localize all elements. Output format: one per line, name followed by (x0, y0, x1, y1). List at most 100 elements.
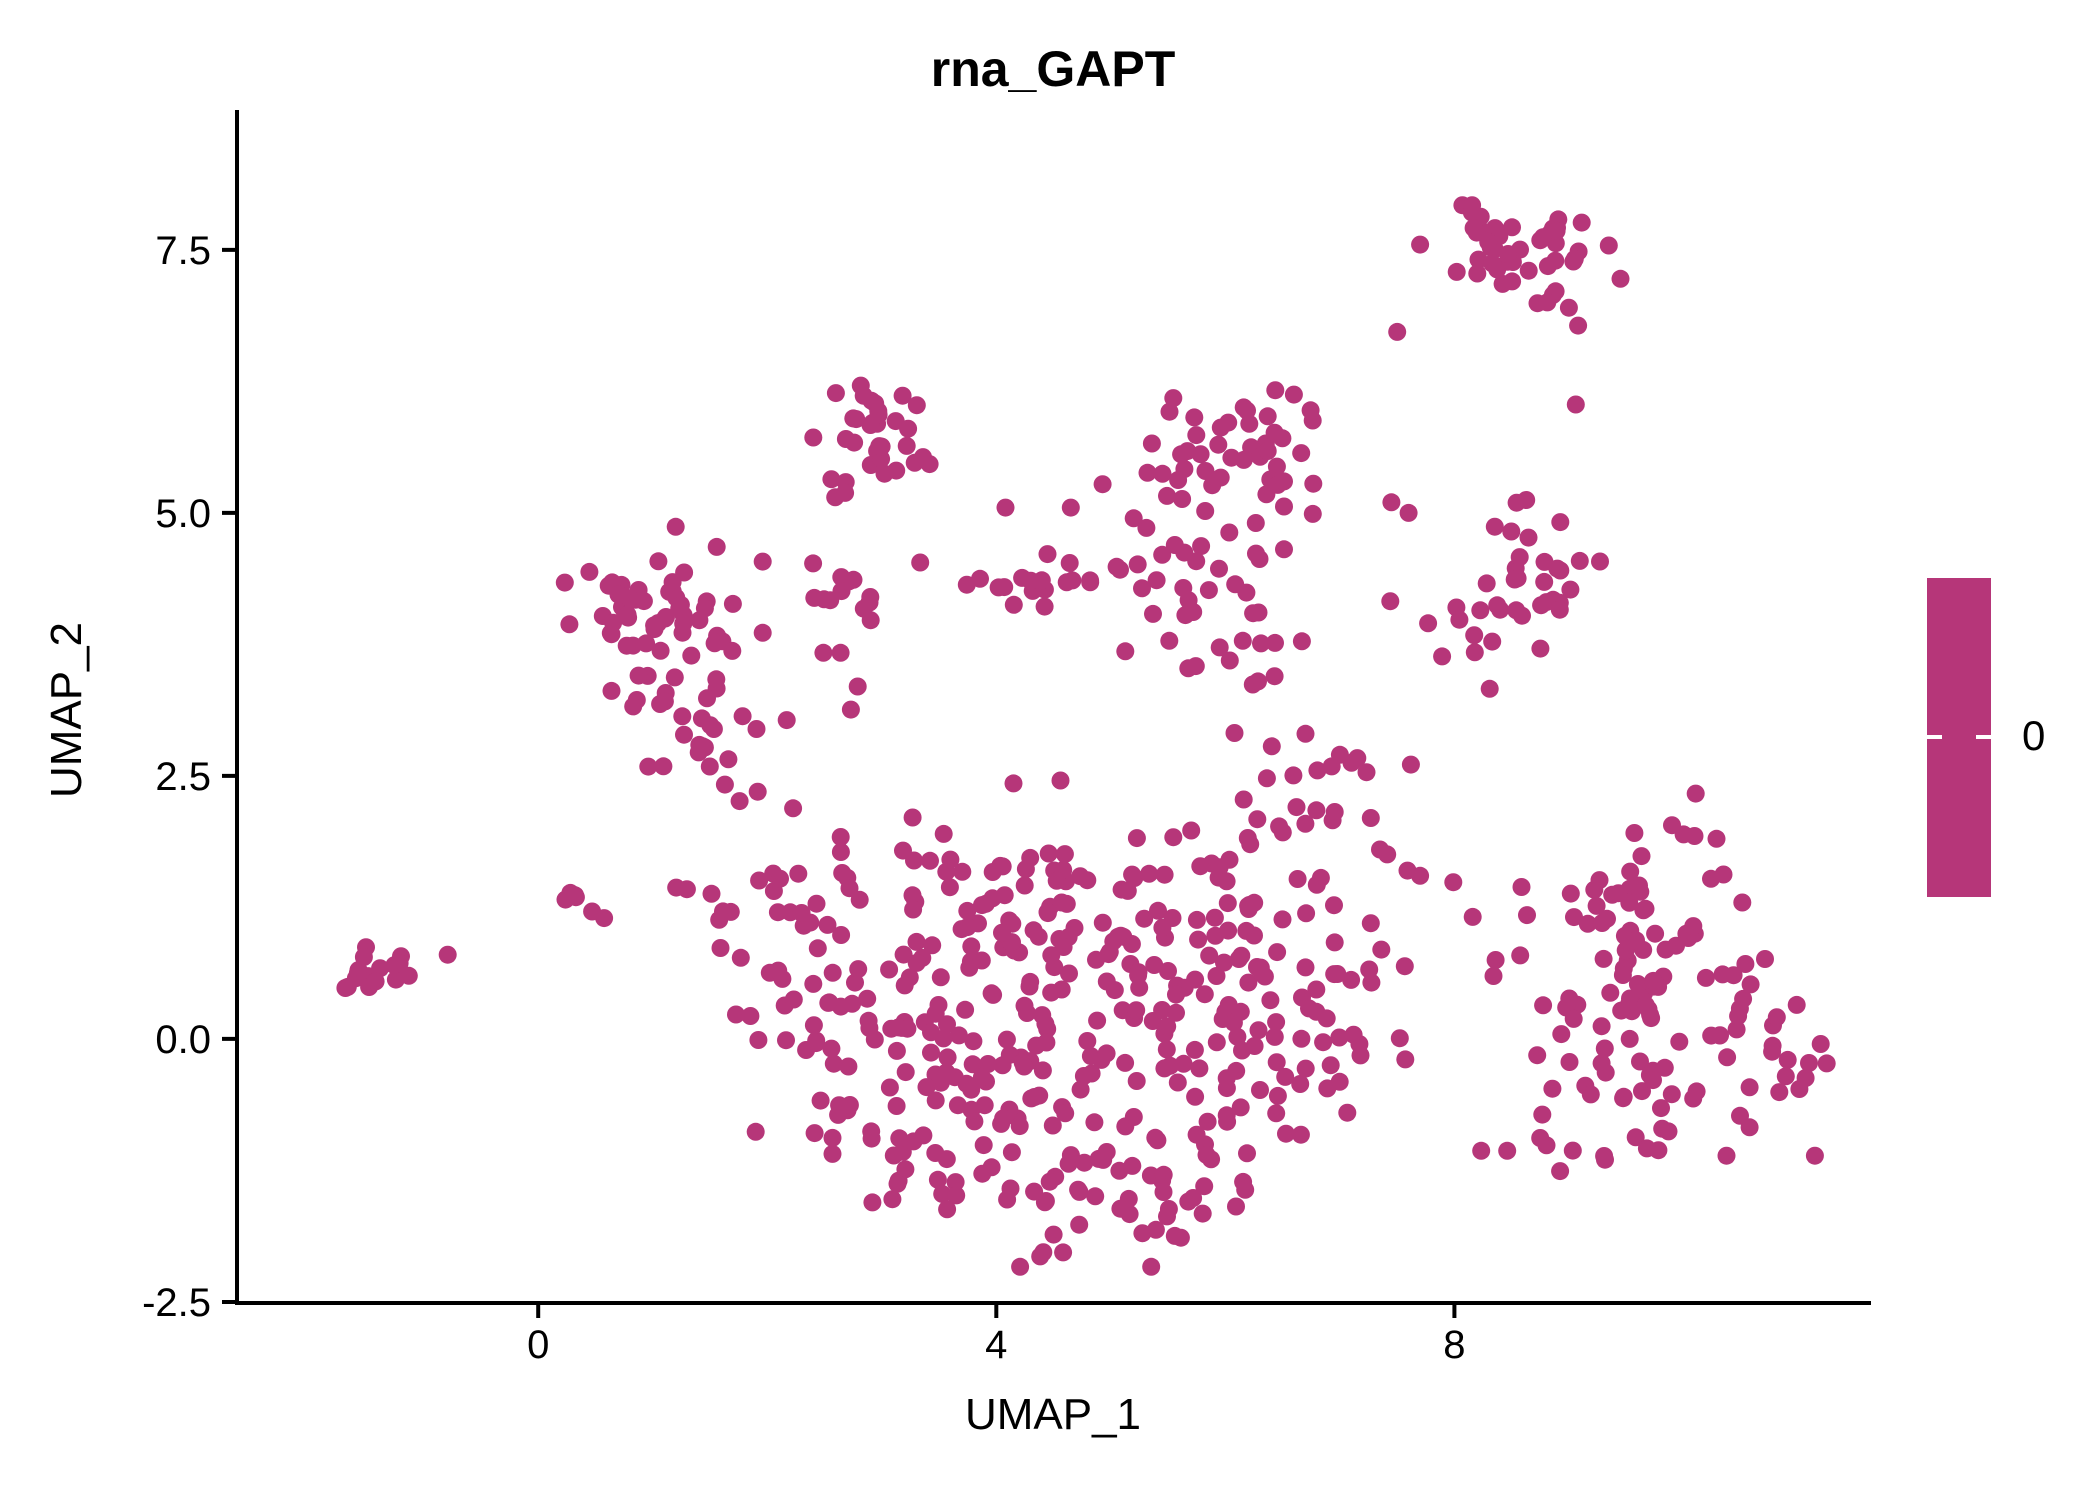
data-point (962, 1080, 981, 1099)
data-point (1512, 878, 1531, 896)
data-point (1191, 857, 1210, 876)
data-point (1614, 1089, 1633, 1108)
data-point (1325, 896, 1343, 915)
data-point (1636, 996, 1655, 1015)
data-point (639, 757, 658, 776)
data-point (805, 588, 824, 607)
data-point (1292, 632, 1311, 651)
legend-midpoint-tick-right (1976, 735, 1991, 739)
data-point (995, 886, 1014, 905)
data-point (995, 578, 1014, 597)
data-point (887, 1097, 906, 1115)
data-point (1547, 221, 1566, 240)
data-point (1116, 642, 1135, 661)
data-point (1296, 724, 1315, 743)
data-point (1185, 408, 1204, 427)
data-point (907, 932, 926, 951)
data-point (832, 926, 851, 944)
data-point (1190, 1059, 1209, 1078)
data-point (1300, 999, 1318, 1018)
data-point (898, 1019, 917, 1038)
data-point (693, 737, 712, 756)
data-point (675, 563, 694, 582)
data-point (996, 498, 1015, 517)
data-point (1153, 545, 1172, 564)
data-point (1598, 909, 1616, 928)
data-point (784, 990, 803, 1009)
data-point (998, 1190, 1017, 1209)
data-point (1565, 249, 1584, 268)
data-point (1164, 828, 1183, 847)
data-point (818, 915, 837, 934)
data-point (1267, 1013, 1286, 1032)
data-point (934, 1029, 953, 1048)
data-point (1503, 272, 1522, 291)
data-point (1158, 1207, 1176, 1226)
data-point (1463, 196, 1482, 215)
data-point (1325, 933, 1344, 952)
data-point (1756, 950, 1774, 968)
data-point (865, 1030, 884, 1049)
data-point (1465, 643, 1484, 662)
data-point (1069, 1180, 1088, 1199)
data-point (698, 689, 716, 708)
data-point (1200, 946, 1219, 965)
data-point (1304, 474, 1323, 493)
data-point (1097, 1044, 1116, 1063)
data-point (862, 1129, 881, 1148)
data-point (1038, 903, 1057, 922)
data-point (849, 960, 868, 979)
data-point (907, 396, 926, 415)
data-point (719, 750, 738, 769)
data-point (1736, 955, 1755, 973)
data-point (1778, 1050, 1797, 1069)
data-point (617, 636, 636, 655)
data-point (715, 775, 734, 794)
data-point (880, 960, 899, 979)
data-point (1800, 1054, 1818, 1072)
data-point (937, 1063, 956, 1082)
data-point (1063, 571, 1082, 590)
data-point (1307, 980, 1326, 999)
data-point (1195, 1177, 1214, 1196)
data-point (938, 1200, 957, 1219)
data-point (1251, 1081, 1269, 1099)
data-point (1561, 884, 1580, 903)
data-point (777, 711, 796, 730)
data-point (1566, 395, 1585, 414)
data-point (1109, 927, 1127, 946)
axes (222, 110, 1871, 1318)
data-point (1463, 907, 1482, 926)
data-point (1135, 909, 1154, 928)
data-point (1266, 381, 1285, 400)
data-point (1192, 537, 1211, 556)
data-point (883, 1190, 902, 1209)
data-point (1531, 639, 1550, 658)
data-point (1734, 989, 1753, 1008)
data-point (1511, 946, 1530, 965)
data-point (1667, 936, 1685, 955)
data-point (1581, 1085, 1600, 1104)
data-point (1024, 921, 1043, 940)
data-point (1535, 572, 1554, 591)
data-point (1268, 1086, 1287, 1105)
data-point (1086, 1187, 1105, 1206)
data-point (1611, 269, 1630, 288)
legend-midpoint-tick-left (1927, 735, 1942, 739)
data-point (1207, 1033, 1226, 1052)
data-point (888, 1174, 907, 1193)
data-point (705, 634, 724, 653)
data-point (651, 641, 670, 660)
data-point (1587, 896, 1606, 915)
data-point (1626, 1128, 1645, 1147)
data-point (746, 1122, 765, 1141)
data-point (1357, 763, 1376, 782)
data-point (1543, 1079, 1562, 1098)
data-point (1199, 581, 1218, 600)
data-point (702, 884, 721, 903)
data-point (1559, 298, 1578, 317)
data-point (1218, 1112, 1237, 1131)
data-point (958, 918, 977, 937)
data-point (1344, 1025, 1363, 1044)
data-point (731, 948, 750, 967)
